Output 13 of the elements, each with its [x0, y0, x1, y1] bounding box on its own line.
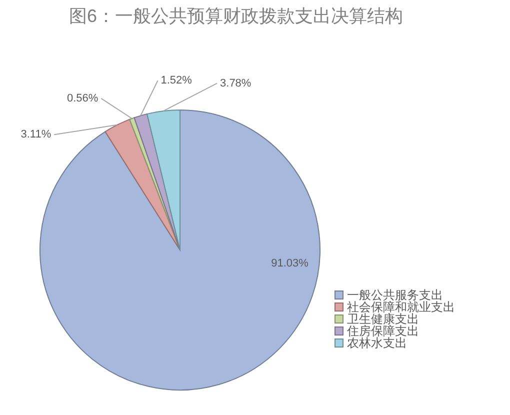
legend-label: 一般公共服务支出 — [347, 288, 443, 302]
pie-slice — [146, 110, 180, 250]
legend-label: 农林水支出 — [347, 336, 407, 350]
chart-title: 图6：一般公共预算财政拨款支出决算结构 — [68, 6, 404, 26]
legend-label: 住房保障支出 — [346, 324, 419, 338]
data-label: 3.78% — [220, 77, 252, 90]
pie-slice — [104, 118, 180, 250]
data-label: 91.03% — [271, 257, 309, 270]
legend-label: 卫生健康支出 — [347, 312, 419, 326]
data-label: 0.56% — [66, 92, 98, 104]
legend-label: 社会保障和就业支出 — [347, 300, 455, 314]
data-label: 3.11% — [20, 128, 52, 141]
data-label: 1.52% — [160, 74, 192, 87]
